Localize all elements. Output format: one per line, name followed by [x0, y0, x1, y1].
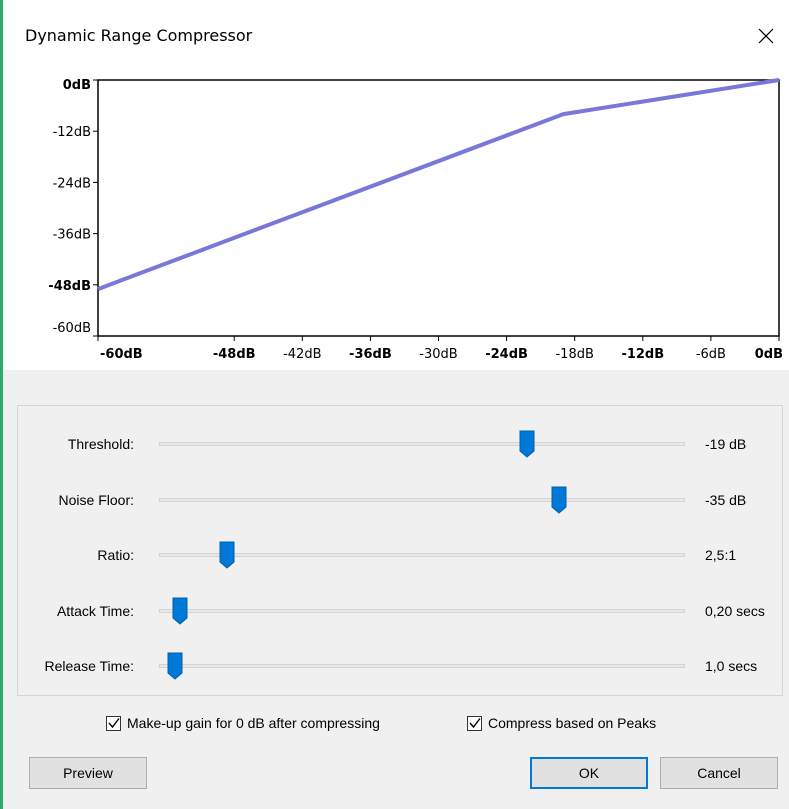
x-tick-label: -6dB — [696, 347, 726, 362]
compression-curve-line — [97, 78, 780, 291]
slider-row: Attack Time: 0,20 secs — [18, 591, 782, 631]
slider-thumb[interactable] — [519, 430, 535, 458]
x-tick-label: -30dB — [419, 347, 457, 362]
window-title: Dynamic Range Compressor — [25, 26, 253, 45]
slider-value: -19 dB — [705, 436, 747, 452]
slider-thumb[interactable] — [167, 652, 183, 680]
slider-track[interactable] — [159, 664, 685, 668]
y-tick-label: -24dB — [53, 176, 91, 191]
x-tick-label: -36dB — [349, 347, 392, 362]
slider-row: Ratio: 2,5:1 — [18, 535, 782, 575]
slider-track[interactable] — [159, 442, 685, 446]
cancel-button[interactable]: Cancel — [660, 757, 778, 789]
slider-label: Release Time: — [44, 658, 134, 674]
settings-panel: Threshold: -19 dB Noise Floor: -35 dB Ratio:… — [17, 405, 783, 696]
y-tick-label: -48dB — [48, 279, 91, 294]
slider-thumb[interactable] — [219, 541, 235, 569]
slider-track[interactable] — [159, 553, 685, 557]
makeup-gain-checkbox[interactable]: Make-up gain for 0 dB after compressing — [106, 715, 380, 731]
compression-curve-chart: 0dB -12dB -24dB -36dB -48dB -60dB -60dB -48dB -4… — [48, 78, 783, 362]
y-tick-label: -12dB — [53, 125, 91, 140]
slider-value: 2,5:1 — [705, 547, 737, 563]
slider-value: 0,20 secs — [705, 603, 765, 619]
checkmark-icon — [107, 718, 120, 729]
options-row: Make-up gain for 0 dB after compressing … — [0, 715, 789, 741]
x-tick-label: -24dB — [485, 347, 528, 362]
preview-button[interactable]: Preview — [29, 757, 147, 789]
y-tick-label: -60dB — [53, 321, 91, 336]
y-tick-label: 0dB — [63, 78, 91, 93]
slider-label: Noise Floor: — [58, 492, 134, 508]
x-tick-label: -12dB — [621, 347, 664, 362]
makeup-gain-label: Make-up gain for 0 dB after compressing — [127, 715, 380, 731]
checkbox-box — [467, 715, 482, 731]
x-tick-label: -18dB — [555, 347, 593, 362]
slider-label: Attack Time: — [56, 603, 134, 619]
compression-curve-graph: 0dB -12dB -24dB -36dB -48dB -60dB -60dB -48dB -4… — [3, 78, 789, 370]
ok-button[interactable]: OK — [530, 757, 648, 789]
x-tick-label: 0dB — [755, 347, 783, 362]
slider-label: Threshold: — [67, 436, 134, 452]
slider-value: 1,0 secs — [705, 658, 758, 674]
y-tick-label: -36dB — [53, 228, 91, 243]
compress-peaks-checkbox[interactable]: Compress based on Peaks — [467, 715, 656, 731]
slider-row: Noise Floor: -35 dB — [18, 480, 782, 520]
x-tick-label: -48dB — [213, 347, 256, 362]
checkbox-box — [106, 715, 121, 731]
checkmark-icon — [468, 718, 481, 729]
window-frame-edge — [0, 0, 3, 809]
plot-frame — [97, 79, 780, 337]
x-tick-label: -60dB — [100, 347, 143, 362]
slider-thumb[interactable] — [172, 597, 188, 625]
x-tick-label: -42dB — [283, 347, 321, 362]
close-button[interactable] — [743, 14, 789, 58]
slider-row: Release Time: 1,0 secs — [18, 646, 782, 686]
slider-track[interactable] — [159, 498, 685, 502]
slider-value: -35 dB — [705, 492, 747, 508]
slider-label: Ratio: — [97, 547, 134, 563]
slider-thumb[interactable] — [551, 486, 567, 514]
compress-peaks-label: Compress based on Peaks — [488, 715, 657, 731]
slider-track[interactable] — [159, 609, 685, 613]
slider-row: Threshold: -19 dB — [18, 424, 782, 464]
close-icon — [758, 28, 774, 44]
title-bar: Dynamic Range Compressor — [3, 0, 789, 78]
